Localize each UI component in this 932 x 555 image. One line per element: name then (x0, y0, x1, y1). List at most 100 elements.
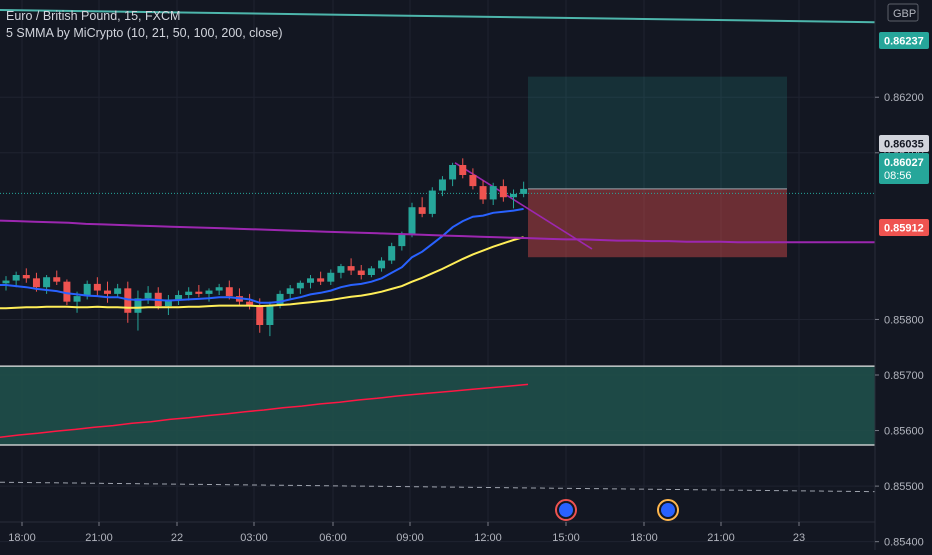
candle-body (317, 278, 325, 282)
candle-body (408, 207, 416, 235)
indicator-title[interactable]: 5 SMMA by MiCrypto (10, 21, 50, 100, 200… (6, 26, 283, 40)
candle-body (185, 291, 193, 295)
price-label-last: 0.86027 (884, 157, 924, 169)
price-tick-label: 0.85500 (884, 481, 924, 493)
price-label-stop: 0.85912 (884, 223, 924, 235)
candle-body (479, 186, 487, 200)
candle-body (104, 290, 111, 294)
smma-slow-line (0, 236, 524, 310)
price-label-stop-bg (879, 219, 929, 236)
price-tick-label: 0.85700 (884, 370, 924, 382)
candle-body (418, 207, 426, 214)
candle-body (378, 260, 386, 269)
price-axis[interactable]: 0.854000.855000.856000.857000.858000.861… (874, 0, 932, 550)
event-markers (555, 499, 679, 521)
economic-event-icon (555, 499, 577, 521)
price-label-high: 0.86035 (884, 139, 924, 151)
time-tick-label: 18:00 (630, 532, 658, 544)
candle-body (215, 287, 223, 291)
smma-long-line (0, 219, 875, 244)
candle-body (12, 275, 20, 281)
candle-body (175, 295, 183, 300)
time-tick-label: 21:00 (85, 532, 113, 544)
symbol-title[interactable]: Euro / British Pound, 15, FXCM (6, 9, 181, 23)
candle-body (449, 165, 457, 180)
candle-body (367, 268, 375, 275)
price-label-high-bg (879, 135, 929, 152)
candle-body (114, 288, 122, 294)
candle-body (469, 175, 477, 187)
candle-body (499, 186, 507, 198)
price-axis-bg (875, 0, 932, 550)
price-label-target-bg (879, 32, 929, 49)
candle-body (459, 165, 467, 175)
candle-body (124, 288, 132, 313)
time-tick-label: 09:00 (396, 532, 424, 544)
candle-body (438, 179, 446, 191)
candles (2, 158, 528, 337)
candle-body (195, 291, 203, 294)
candle-body (398, 235, 406, 247)
support-zone (0, 366, 875, 445)
candle-body (63, 281, 71, 302)
countdown-label: 08:56 (884, 170, 912, 182)
economic-event-icon (657, 499, 679, 521)
candle-body (307, 278, 314, 283)
time-tick-label: 03:00 (240, 532, 268, 544)
time-tick-label: 12:00 (474, 532, 502, 544)
price-tick-label: 0.85800 (884, 314, 924, 326)
currency-box (887, 3, 919, 22)
smma-lines (0, 207, 875, 438)
candle-body (327, 272, 335, 282)
dashed-line (0, 481, 876, 493)
candle-body (520, 188, 528, 194)
smma-fast-line (0, 207, 524, 304)
flag-icon (661, 503, 675, 517)
time-tick-label: 23 (793, 532, 805, 544)
candle-body (53, 277, 61, 282)
time-tick-label: 22 (171, 532, 183, 544)
candle-body (357, 270, 365, 275)
candle-body (347, 266, 355, 271)
candle-body (22, 275, 30, 279)
candle-body (225, 287, 233, 297)
candle-body (2, 280, 10, 284)
candle-body (489, 186, 497, 200)
chart-legend: Euro / British Pound, 15, FXCM 5 SMMA by… (6, 8, 283, 42)
candle-body (266, 305, 274, 325)
price-label-target: 0.86237 (884, 36, 924, 48)
time-tick-label: 18:00 (8, 532, 36, 544)
top-line (0, 9, 876, 24)
candle-body (296, 282, 304, 289)
candle-body (144, 292, 152, 299)
candle-body (428, 190, 436, 214)
currency-label: GBP (893, 8, 916, 20)
smma-200-line (0, 383, 529, 438)
time-tick-label: 21:00 (707, 532, 735, 544)
candle-body (286, 288, 294, 294)
candle-body (388, 246, 396, 261)
candle-body (43, 277, 51, 288)
candle-body (134, 298, 142, 313)
flag-icon (559, 503, 573, 517)
price-tick-label: 0.85600 (884, 426, 924, 438)
trendline (454, 162, 593, 250)
candle-body (276, 293, 284, 305)
price-tick-label: 0.85400 (884, 537, 924, 549)
candle-body (205, 290, 213, 294)
time-tick-label: 15:00 (552, 532, 580, 544)
candle-body (73, 296, 81, 302)
drawing-objects (0, 9, 876, 493)
candle-body (93, 283, 101, 291)
stop-loss-zone (528, 188, 787, 258)
candle-body (510, 193, 517, 198)
candle-body (32, 278, 40, 288)
take-profit-zone (528, 76, 787, 189)
candle-body (337, 266, 345, 273)
time-axis[interactable]: 18:00 21:00 22 03:00 06:00 09:00 12:00 15:00 18:… (0, 521, 875, 544)
price-label-last-bg (879, 153, 929, 184)
price-tick-label: 0.86200 (884, 92, 924, 104)
candle-body (164, 299, 172, 307)
